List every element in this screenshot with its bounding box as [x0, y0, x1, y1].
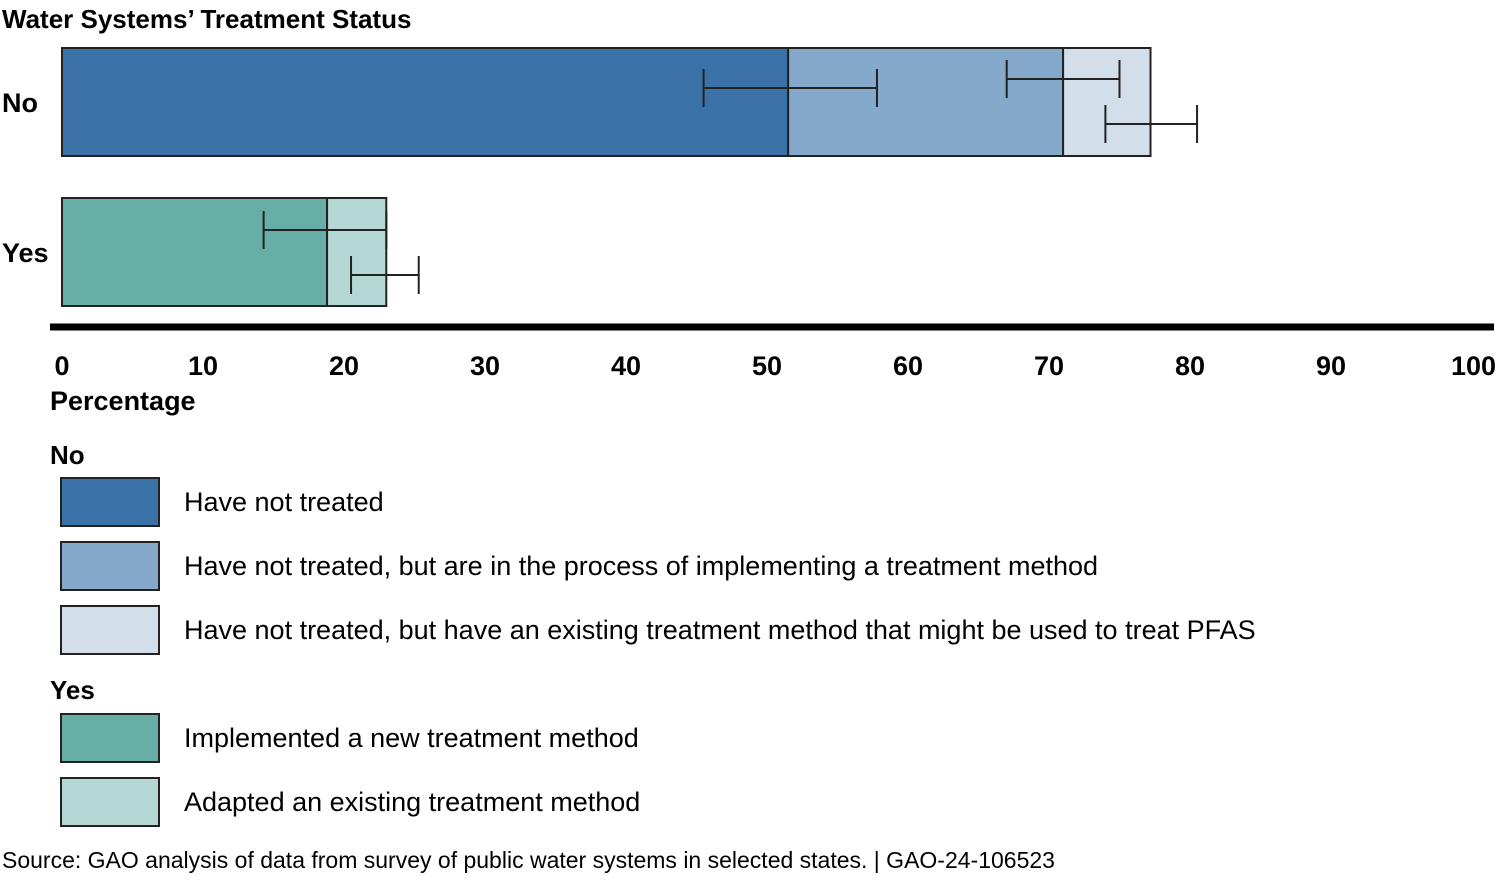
bar-segment-0 — [61, 47, 790, 157]
x-tick-label: 30 — [470, 351, 500, 381]
x-tick-label: 60 — [893, 351, 923, 381]
error-bar-3 — [262, 211, 388, 249]
legend-group-title-no: No — [50, 440, 85, 470]
chart-title: Water Systems’ Treatment Status — [2, 4, 412, 34]
category-label-yes: Yes — [2, 238, 49, 268]
bar-segment-4 — [326, 197, 388, 307]
legend-label: Have not treated, but are in the process… — [184, 550, 1099, 581]
x-tick-label: 80 — [1175, 351, 1205, 381]
x-tick-label: 10 — [188, 351, 218, 381]
error-bar-0 — [702, 69, 878, 107]
legend-group-title-yes: Yes — [50, 675, 95, 705]
source-note: Source: GAO analysis of data from survey… — [2, 847, 1055, 873]
legend-swatch — [60, 713, 160, 763]
x-tick-label: 100 — [1451, 351, 1496, 381]
x-tick-label: 20 — [329, 351, 359, 381]
legend-label: Implemented a new treatment method — [184, 722, 639, 753]
legend-label: Adapted an existing treatment method — [184, 786, 641, 817]
x-tick-label: 50 — [752, 351, 782, 381]
category-label-no: No — [2, 88, 38, 118]
x-tick-label: 90 — [1316, 351, 1346, 381]
legend-label: Have not treated — [184, 486, 384, 517]
bar-segment-2 — [1062, 47, 1152, 157]
legend-label: Have not treated, but have an existing t… — [184, 614, 1256, 645]
error-bar-4 — [350, 256, 420, 294]
legend-item-adapted-existing: Adapted an existing treatment method — [60, 777, 640, 827]
x-tick-label: 70 — [1034, 351, 1064, 381]
x-tick-label: 40 — [611, 351, 641, 381]
bar-segment-3 — [61, 197, 329, 307]
legend-item-implemented-new: Implemented a new treatment method — [60, 713, 639, 763]
legend-item-existing-method: Have not treated, but have an existing t… — [60, 605, 1256, 655]
bar-chart: No Yes 0 10 20 30 40 50 60 70 80 90 100 Percentage — [2, 47, 1496, 416]
legend-swatch — [60, 477, 160, 527]
error-bar-1 — [1005, 60, 1121, 98]
error-bar-2 — [1104, 105, 1199, 143]
x-tick-label: 0 — [54, 351, 69, 381]
bar-segment-1 — [787, 47, 1065, 157]
legend-item-have-not-treated: Have not treated — [60, 477, 384, 527]
legend-swatch — [60, 777, 160, 827]
x-axis-label: Percentage — [50, 386, 196, 416]
legend-swatch — [60, 605, 160, 655]
legend-item-in-process: Have not treated, but are in the process… — [60, 541, 1098, 591]
legend-swatch — [60, 541, 160, 591]
